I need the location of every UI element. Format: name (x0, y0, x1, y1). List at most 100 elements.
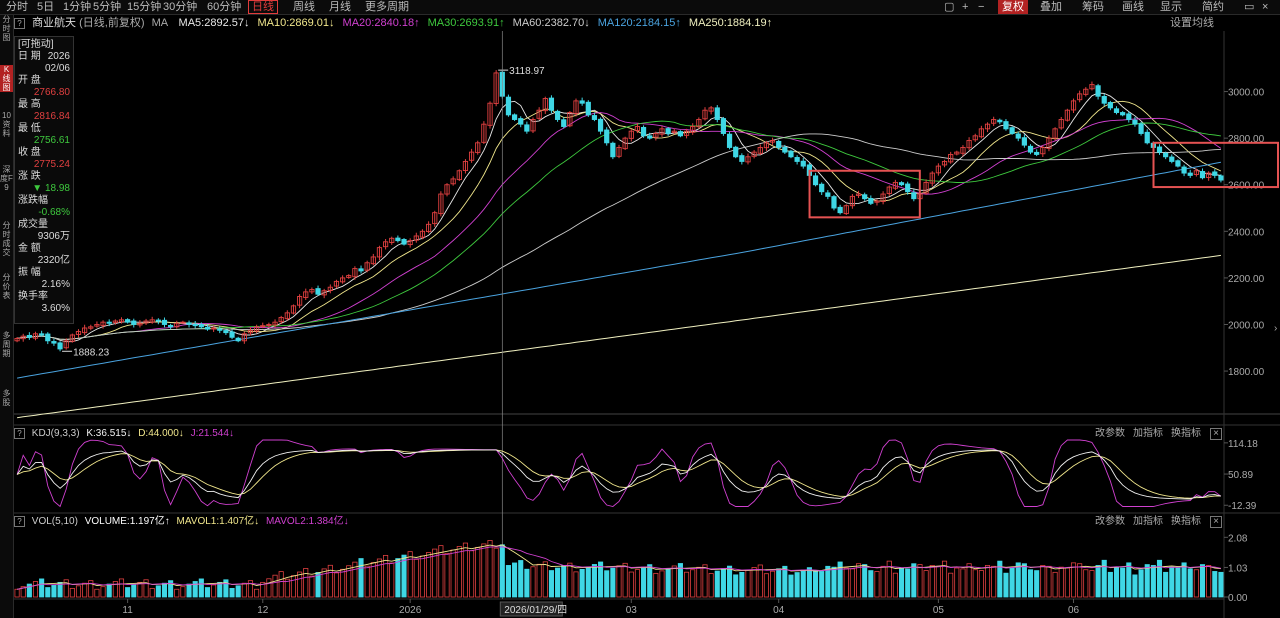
kdj-help-icon[interactable]: ? (14, 427, 25, 439)
volume-bar (235, 585, 241, 598)
vol-close-icon[interactable]: × (1210, 516, 1222, 528)
toolbar-3[interactable]: 画线 (1122, 1, 1144, 13)
candle (432, 212, 438, 225)
volume-bar (512, 562, 518, 598)
candle (155, 319, 161, 322)
candle (518, 118, 524, 125)
period-tab[interactable]: 周线 (293, 1, 315, 13)
close-icon[interactable]: × (1262, 1, 1269, 13)
resize-handle[interactable]: › (1274, 323, 1277, 334)
help-icon[interactable]: ? (14, 17, 25, 29)
volume-bar (1089, 570, 1095, 598)
candle (984, 123, 991, 130)
candle (1089, 84, 1095, 90)
kdj-change-params[interactable]: 改参数 (1095, 428, 1125, 439)
kline-chart-area[interactable]: 1800.002000.002200.002400.002600.002800.… (14, 31, 1280, 618)
candle (1052, 128, 1058, 139)
candle (1175, 160, 1181, 167)
candle (198, 324, 204, 328)
left-strip-item[interactable]: 分时成交 (2, 221, 11, 257)
toolbar-5[interactable]: 简约 (1202, 1, 1224, 13)
left-strip-item[interactable]: 分价表 (2, 273, 11, 300)
volume-bar (364, 565, 370, 598)
candle (892, 181, 898, 189)
cursor-date-label: 2026/01/29/四 (504, 605, 567, 616)
period-tab[interactable]: 日线 (248, 0, 278, 14)
candle (20, 335, 26, 340)
period-tab[interactable]: 5日 (37, 1, 55, 13)
candle (800, 160, 806, 167)
vol-switch-indicator[interactable]: 换指标 (1171, 516, 1201, 527)
volume-bar (714, 570, 720, 598)
info-panel[interactable]: [可拖动] 日 期 2026 02/06 开 盘 2766.80 最 高 2816.84 最 … (14, 36, 74, 324)
cursor-date-box (499, 601, 563, 617)
window-icon[interactable]: ▢ (944, 1, 955, 13)
volume-bar (598, 561, 604, 598)
candle (1027, 145, 1034, 153)
period-tab[interactable]: 1分钟 (63, 1, 92, 13)
period-tab[interactable]: 15分钟 (127, 1, 162, 13)
zoom-out-icon[interactable]: − (978, 1, 985, 13)
candle (180, 321, 186, 324)
candle (211, 327, 217, 330)
period-tab[interactable]: 分时 (6, 1, 28, 13)
toolbar-4[interactable]: 显示 (1160, 1, 1182, 13)
kdj-switch-indicator[interactable]: 换指标 (1171, 428, 1201, 439)
volume-bar (1144, 564, 1150, 598)
ma-item: MA5:2892.57↓ (178, 17, 250, 29)
zoom-in-icon[interactable]: + (962, 1, 969, 13)
x-tick-label: 06 (1068, 605, 1080, 616)
candle (757, 147, 763, 154)
vol-help-icon[interactable]: ? (14, 515, 25, 527)
volume-bar (432, 548, 438, 598)
volume-bar (1175, 567, 1181, 598)
candle (290, 305, 297, 314)
volume-bar (118, 578, 125, 598)
set-ma-button[interactable]: 设置均线 (1170, 17, 1214, 29)
toolbar-1[interactable]: 叠加 (1040, 1, 1062, 13)
maximize-icon[interactable]: ▭ (1244, 1, 1255, 13)
toolbar-2[interactable]: 筹码 (1082, 1, 1104, 13)
volume-bar (665, 568, 671, 598)
volume-bar (1101, 559, 1107, 598)
volume-bar (1218, 571, 1224, 598)
volume-bar (868, 570, 874, 598)
candle (997, 119, 1003, 123)
period-tab[interactable]: 60分钟 (207, 1, 242, 13)
candle (739, 155, 745, 162)
x-tick-label: 03 (626, 605, 638, 616)
candle (776, 140, 782, 148)
left-strip-item[interactable]: 多股 (2, 389, 11, 407)
left-strip-item[interactable]: 深度F9 (0, 165, 13, 192)
left-strip-item[interactable]: K线图 (0, 65, 13, 92)
volume-bar (444, 552, 450, 598)
volume-bar (168, 580, 174, 598)
candle (690, 126, 696, 133)
kdj-close-icon[interactable]: × (1210, 428, 1222, 440)
candle (297, 296, 303, 306)
vol-change-params[interactable]: 改参数 (1095, 516, 1125, 527)
left-strip-item[interactable]: 多周期 (2, 331, 11, 358)
candle (174, 322, 180, 328)
candle (57, 342, 63, 350)
candle (1126, 113, 1132, 120)
left-strip-item[interactable]: 10资料 (2, 111, 11, 138)
vol-add-indicator[interactable]: 加指标 (1133, 516, 1163, 527)
period-tab[interactable]: 月线 (329, 1, 351, 13)
vol-title: VOL(5,10) (31, 516, 78, 527)
info-label: 开 盘 (18, 75, 41, 86)
candle (634, 126, 641, 131)
period-tab[interactable]: 更多周期 (365, 1, 409, 13)
kdj-d: D:44.000 (138, 428, 179, 439)
period-tab[interactable]: 30分钟 (163, 1, 198, 13)
left-strip-item[interactable]: 分时图 (2, 15, 11, 42)
left-strip: 分时图 K线图 10资料深度F9 分时成交分价表多周期多股 (0, 15, 14, 618)
kdj-add-indicator[interactable]: 加指标 (1133, 428, 1163, 439)
toolbar-0[interactable]: 复权 (998, 0, 1028, 14)
candle (1206, 172, 1212, 178)
candle (364, 262, 370, 271)
candle (966, 140, 972, 149)
volume-bar (174, 588, 180, 598)
period-tab[interactable]: 5分钟 (93, 1, 122, 13)
kdj-tick-label: -12.39 (1228, 501, 1257, 512)
